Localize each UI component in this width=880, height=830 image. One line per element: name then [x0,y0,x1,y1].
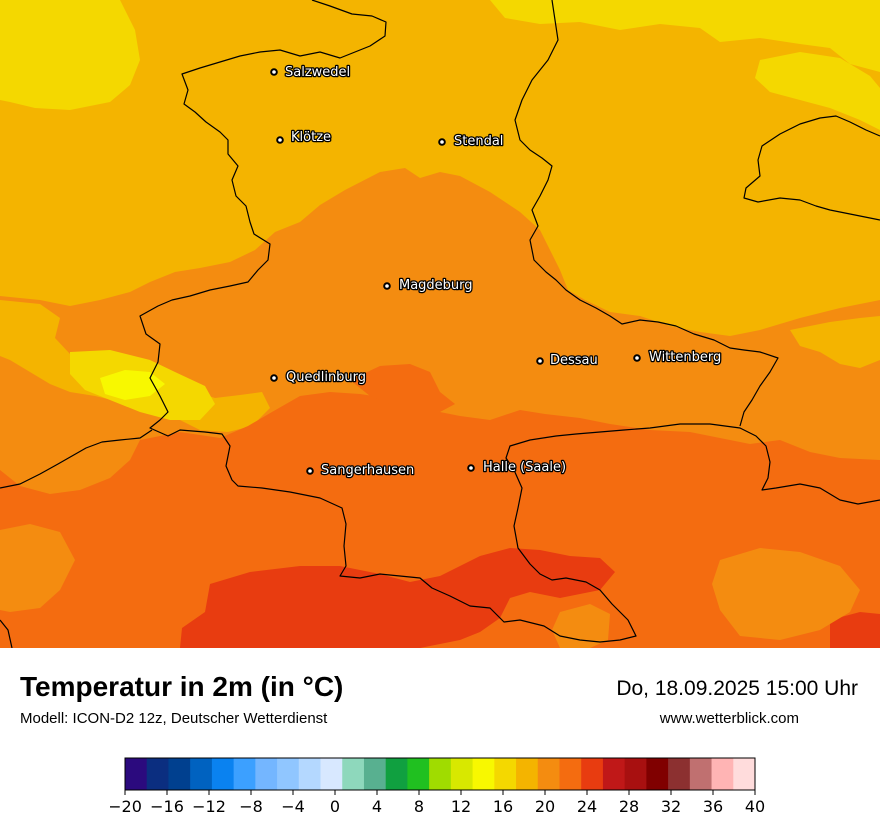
legend-swatch [125,758,148,790]
city-dessau: Dessau [536,352,599,369]
legend-swatch [537,758,560,790]
city-sangerhausen: Sangerhausen [306,462,416,479]
legend-swatches [125,758,756,790]
legend-tick-label: 16 [493,797,513,816]
temp-zone-14-16-harz [100,370,165,400]
city-label-magdeburg: Magdeburg [399,278,473,293]
forecast-datetime: Do, 18.09.2025 15:00 Uhr [616,677,858,700]
legend-tick-label: 40 [745,797,765,816]
city-label-quedlinburg: Quedlinburg [286,370,366,385]
temp-zone-16-18-ne2 [755,52,880,130]
legend-swatch [624,758,647,790]
legend-tick-label: −8 [239,797,263,816]
legend-tick-label: 20 [535,797,555,816]
legend-swatch [559,758,582,790]
legend-swatch [168,758,191,790]
temp-zone-16-18-nw [0,0,140,110]
legend-swatch [298,758,321,790]
temp-zone-20-22-se [712,548,860,640]
temp-zone-18-20-east [790,316,880,368]
city-kloetze: Klötze [276,129,332,146]
legend-swatch [494,758,517,790]
city-label-dessau: Dessau [550,353,598,368]
legend-swatch [255,758,278,790]
legend-swatch [211,758,235,790]
legend-swatch [190,758,213,790]
temp-zone-20-22-sw [0,524,75,612]
legend-swatch [733,758,756,790]
legend-tick-label: 24 [577,797,597,816]
legend-swatch [407,758,430,790]
legend-tick-label: −4 [281,797,305,816]
legend-swatch [450,758,473,790]
legend-swatch [516,758,539,790]
city-wittenberg: Wittenberg [633,349,723,366]
city-quedlinburg: Quedlinburg [270,369,367,386]
legend-swatch [233,758,256,790]
legend-tick-label: 12 [451,797,471,816]
legend-tick-label: 28 [619,797,639,816]
temp-zone-24-26-se [830,612,880,648]
temp-zone-22-24-center [350,364,455,412]
temperature-map: Salzwedel Klötze Stendal Magdeburg Dessa… [0,0,880,648]
state-borders [0,0,880,648]
model-source: Modell: ICON-D2 12z, Deutscher Wetterdie… [20,710,328,727]
temp-zone-24-26-south [180,548,615,648]
city-label-stendal: Stendal [454,134,503,149]
legend-swatch [277,758,300,790]
city-salzwedel: Salzwedel [270,64,351,81]
temp-zone-18-20-north [0,0,880,336]
city-label-salzwedel: Salzwedel [285,65,350,80]
legend-swatch [689,758,712,790]
city-markers: Salzwedel Klötze Stendal Magdeburg Dessa… [270,64,723,479]
legend-swatch [472,758,495,790]
legend-swatch [602,758,626,790]
legend-swatch [711,758,734,790]
legend-ticks: −20 −16 −12 −8 −4 0 4 8 12 16 20 24 28 32 36 40 [110,790,765,816]
legend-swatch [385,758,408,790]
map-title: Temperatur in 2m (in °C) [20,671,344,702]
legend-swatch [363,758,387,790]
legend-swatch [581,758,604,790]
city-stendal: Stendal [438,133,505,150]
city-label-wittenberg: Wittenberg [649,350,721,365]
city-label-sangerhausen: Sangerhausen [321,463,414,478]
legend-swatch [146,758,169,790]
legend-tick-label: 8 [414,797,424,816]
temp-zone-16-18-ne [490,0,880,72]
legend-swatch [429,758,452,790]
city-label-kloetze: Klötze [291,130,331,145]
legend-swatch [668,758,691,790]
legend-tick-label: −16 [150,797,184,816]
legend-swatch [342,758,365,790]
legend-tick-label: 0 [330,797,340,816]
legend-tick-label: 32 [661,797,681,816]
legend-swatch [320,758,343,790]
city-magdeburg: Magdeburg [383,277,474,294]
city-label-halle-saale: Halle (Saale) [483,460,566,475]
legend-tick-label: 36 [703,797,723,816]
city-halle-saale: Halle (Saale) [467,459,567,476]
website-link[interactable]: www.wetterblick.com [659,710,799,727]
color-legend: −20 −16 −12 −8 −4 0 4 8 12 16 20 24 28 32 36 40 [110,757,765,816]
legend-tick-label: −12 [192,797,226,816]
legend-swatch [646,758,669,790]
legend-border [124,757,756,791]
legend-tick-label: −20 [110,797,142,816]
legend-tick-label: 4 [372,797,382,816]
